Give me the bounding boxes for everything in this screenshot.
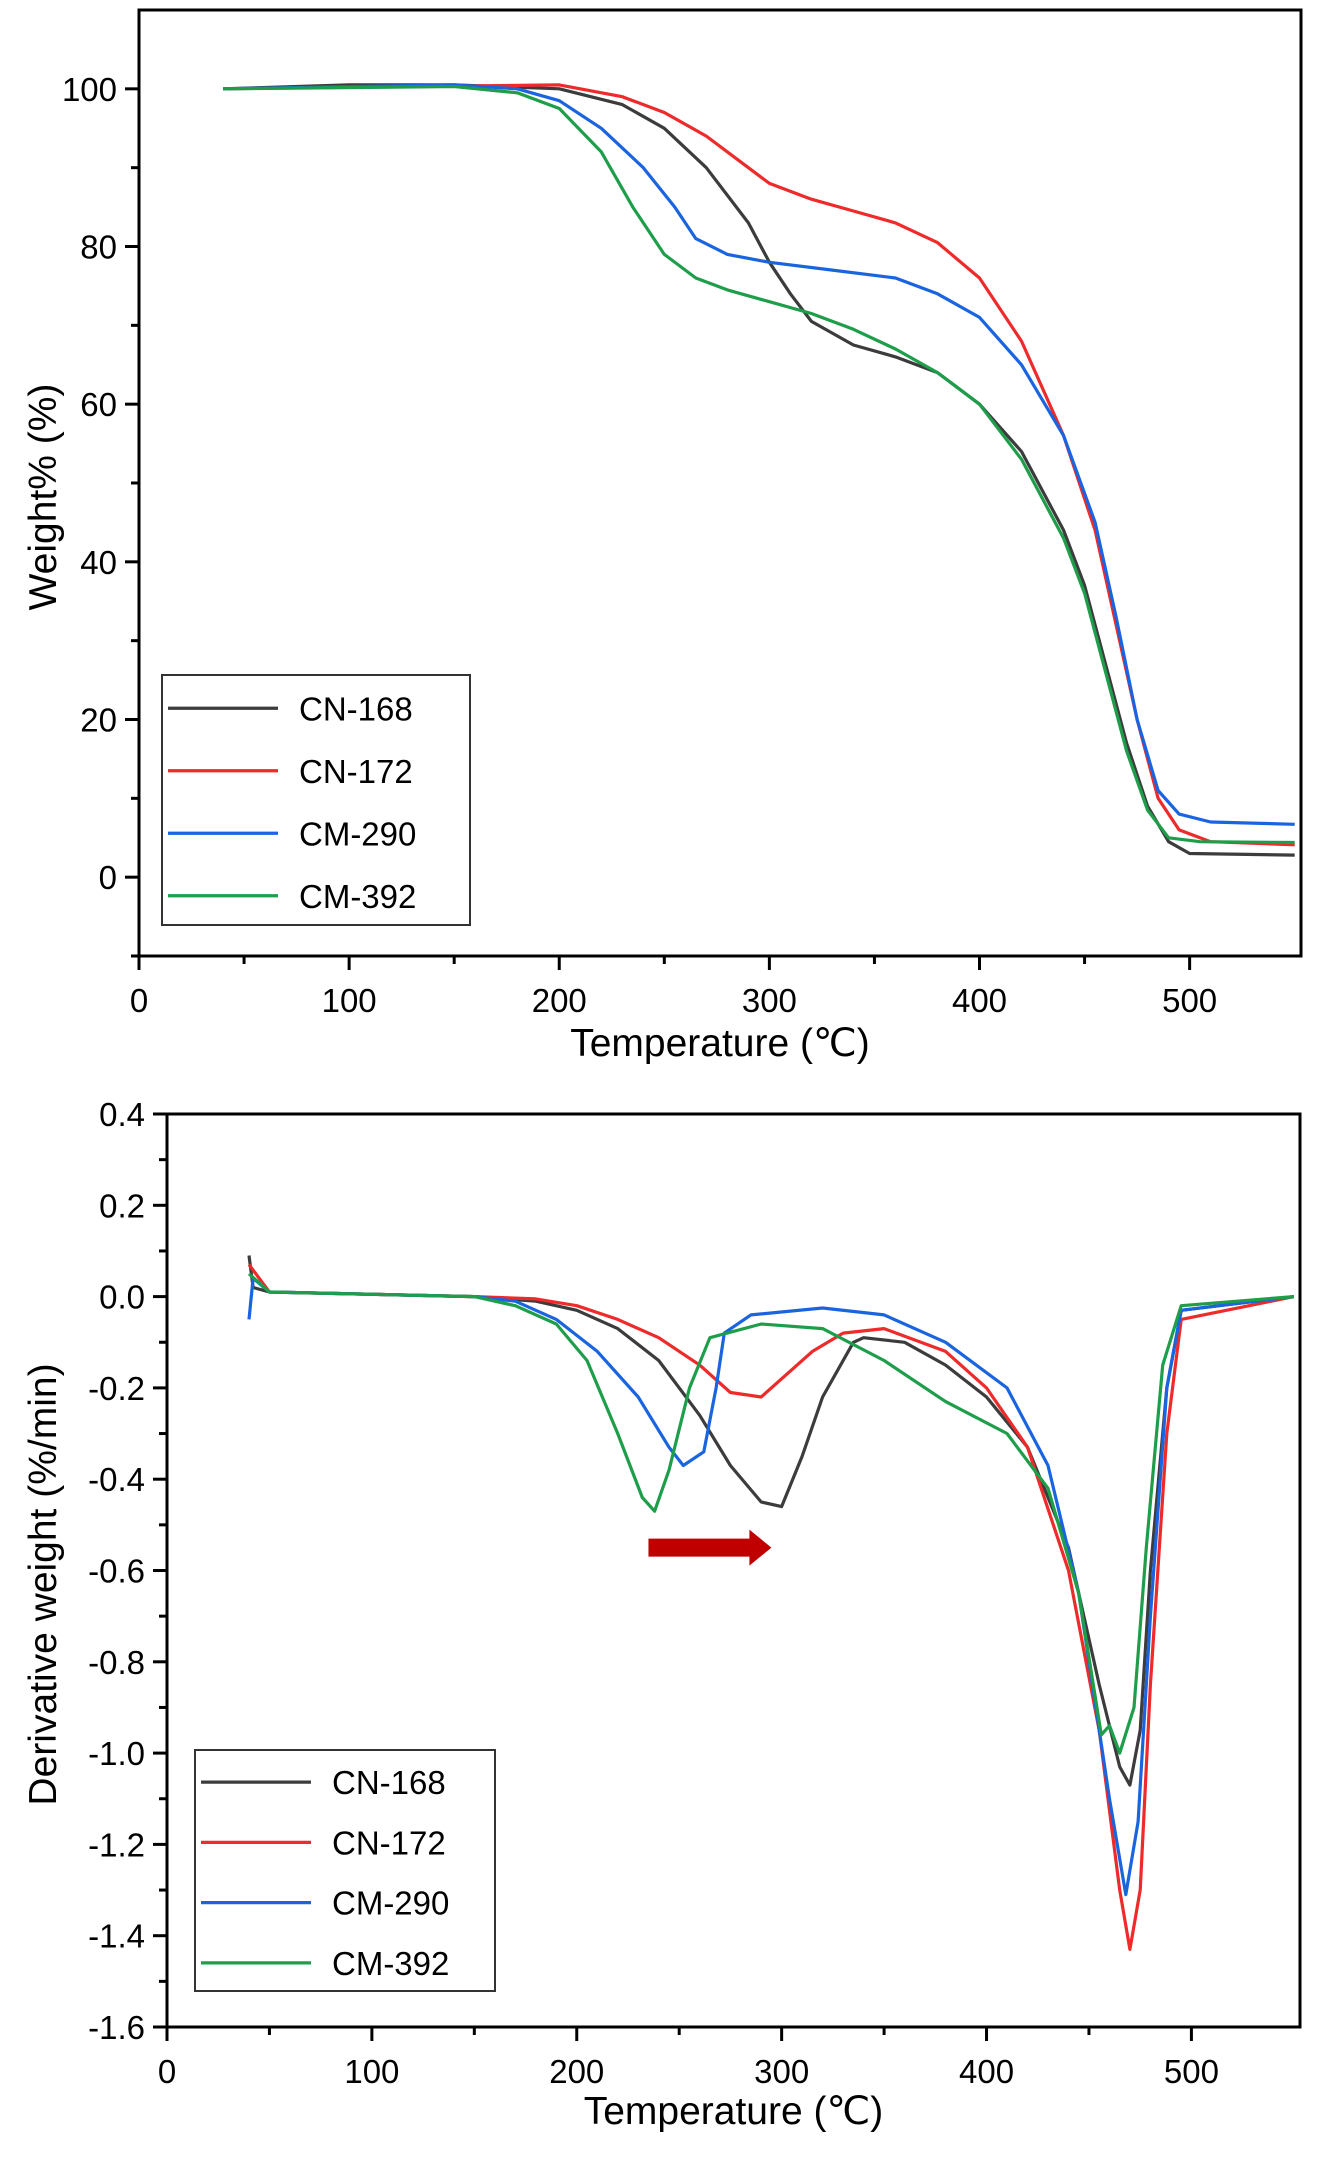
x-tick-label: 500 [1164, 2053, 1219, 2090]
series-line-cn-168 [247, 1255, 1295, 1787]
x-tick-label: 500 [1162, 982, 1217, 1019]
series-line-cm-392 [223, 84, 1295, 845]
tick-layer: 0 100 200 300 400 500 -1.6 -1.4 -1.2 -1.0 -0.8 -0.6… [88, 1096, 1219, 2090]
y-tick-label: -1.2 [88, 1826, 145, 1863]
x-tick-label: 400 [952, 982, 1007, 1019]
series-line-cn-172 [247, 1263, 1295, 1951]
legend: CN-168 CN-172 CM-290 CM-392 [194, 1749, 496, 1992]
y-tick-label: -0.4 [88, 1461, 145, 1498]
tick-layer: 0 100 200 300 400 500 0 20 40 60 80 100 [62, 71, 1217, 1019]
y-axis-title: Derivative weight (%/min) [22, 1363, 65, 1805]
x-tick-label: 0 [130, 982, 148, 1019]
series-line-cm-290 [247, 1276, 1295, 1897]
x-tick-label: 400 [959, 2053, 1014, 2090]
legend-box [194, 1749, 496, 1992]
y-tick-label: 60 [80, 386, 117, 423]
y-tick-label: 20 [80, 702, 117, 739]
series-layer [223, 83, 1295, 857]
series-line-cm-392 [247, 1272, 1295, 1755]
series-line-cn-168 [223, 83, 1295, 857]
x-axis-title: Temperature (℃) [584, 2090, 884, 2133]
x-tick-label: 300 [742, 982, 797, 1019]
legend-label: CN-168 [332, 1764, 446, 1801]
y-tick-label: 100 [62, 71, 117, 108]
y-tick-label: 0.4 [99, 1096, 145, 1133]
shift-arrow [648, 1529, 772, 1566]
legend-label: CM-290 [299, 815, 416, 852]
y-tick-label: 40 [80, 544, 117, 581]
legend-label: CM-392 [299, 878, 416, 915]
y-axis-title: Weight% (%) [22, 384, 65, 611]
y-tick-label: -1.0 [88, 1735, 145, 1772]
tga-weight-plot: 0 100 200 300 400 500 0 20 40 60 80 100 Temperature… [22, 8, 1303, 1065]
y-tick-label: -1.4 [88, 1918, 145, 1955]
y-tick-label: 0.2 [99, 1187, 145, 1224]
annotation-layer [648, 1529, 772, 1566]
y-tick-label: -0.6 [88, 1553, 145, 1590]
x-tick-label: 100 [322, 982, 377, 1019]
y-tick-label: -0.8 [88, 1644, 145, 1681]
y-tick-label: -0.2 [88, 1370, 145, 1407]
legend: CN-168 CN-172 CM-290 CM-392 [161, 674, 471, 926]
y-tick-label: -1.6 [88, 2009, 145, 2046]
y-tick-label: 0 [99, 859, 117, 896]
legend-box [161, 674, 471, 926]
x-tick-label: 200 [532, 982, 587, 1019]
x-tick-label: 300 [754, 2053, 809, 2090]
legend-label: CM-392 [332, 1945, 449, 1982]
dtg-derivative-plot: 0 100 200 300 400 500 -1.6 -1.4 -1.2 -1.0 -0.8 -0.6… [22, 1096, 1302, 2133]
legend-label: CN-172 [299, 753, 413, 790]
x-tick-label: 100 [344, 2053, 399, 2090]
legend-label: CN-168 [299, 690, 413, 727]
y-tick-label: 80 [80, 229, 117, 266]
series-layer [247, 1255, 1295, 1951]
series-line-cm-290 [223, 83, 1295, 826]
x-axis-title: Temperature (℃) [570, 1022, 870, 1065]
y-tick-label: 0.0 [99, 1279, 145, 1316]
x-tick-label: 0 [158, 2053, 176, 2090]
legend-label: CM-290 [332, 1885, 449, 1922]
legend-label: CN-172 [332, 1824, 446, 1861]
x-tick-label: 200 [549, 2053, 604, 2090]
